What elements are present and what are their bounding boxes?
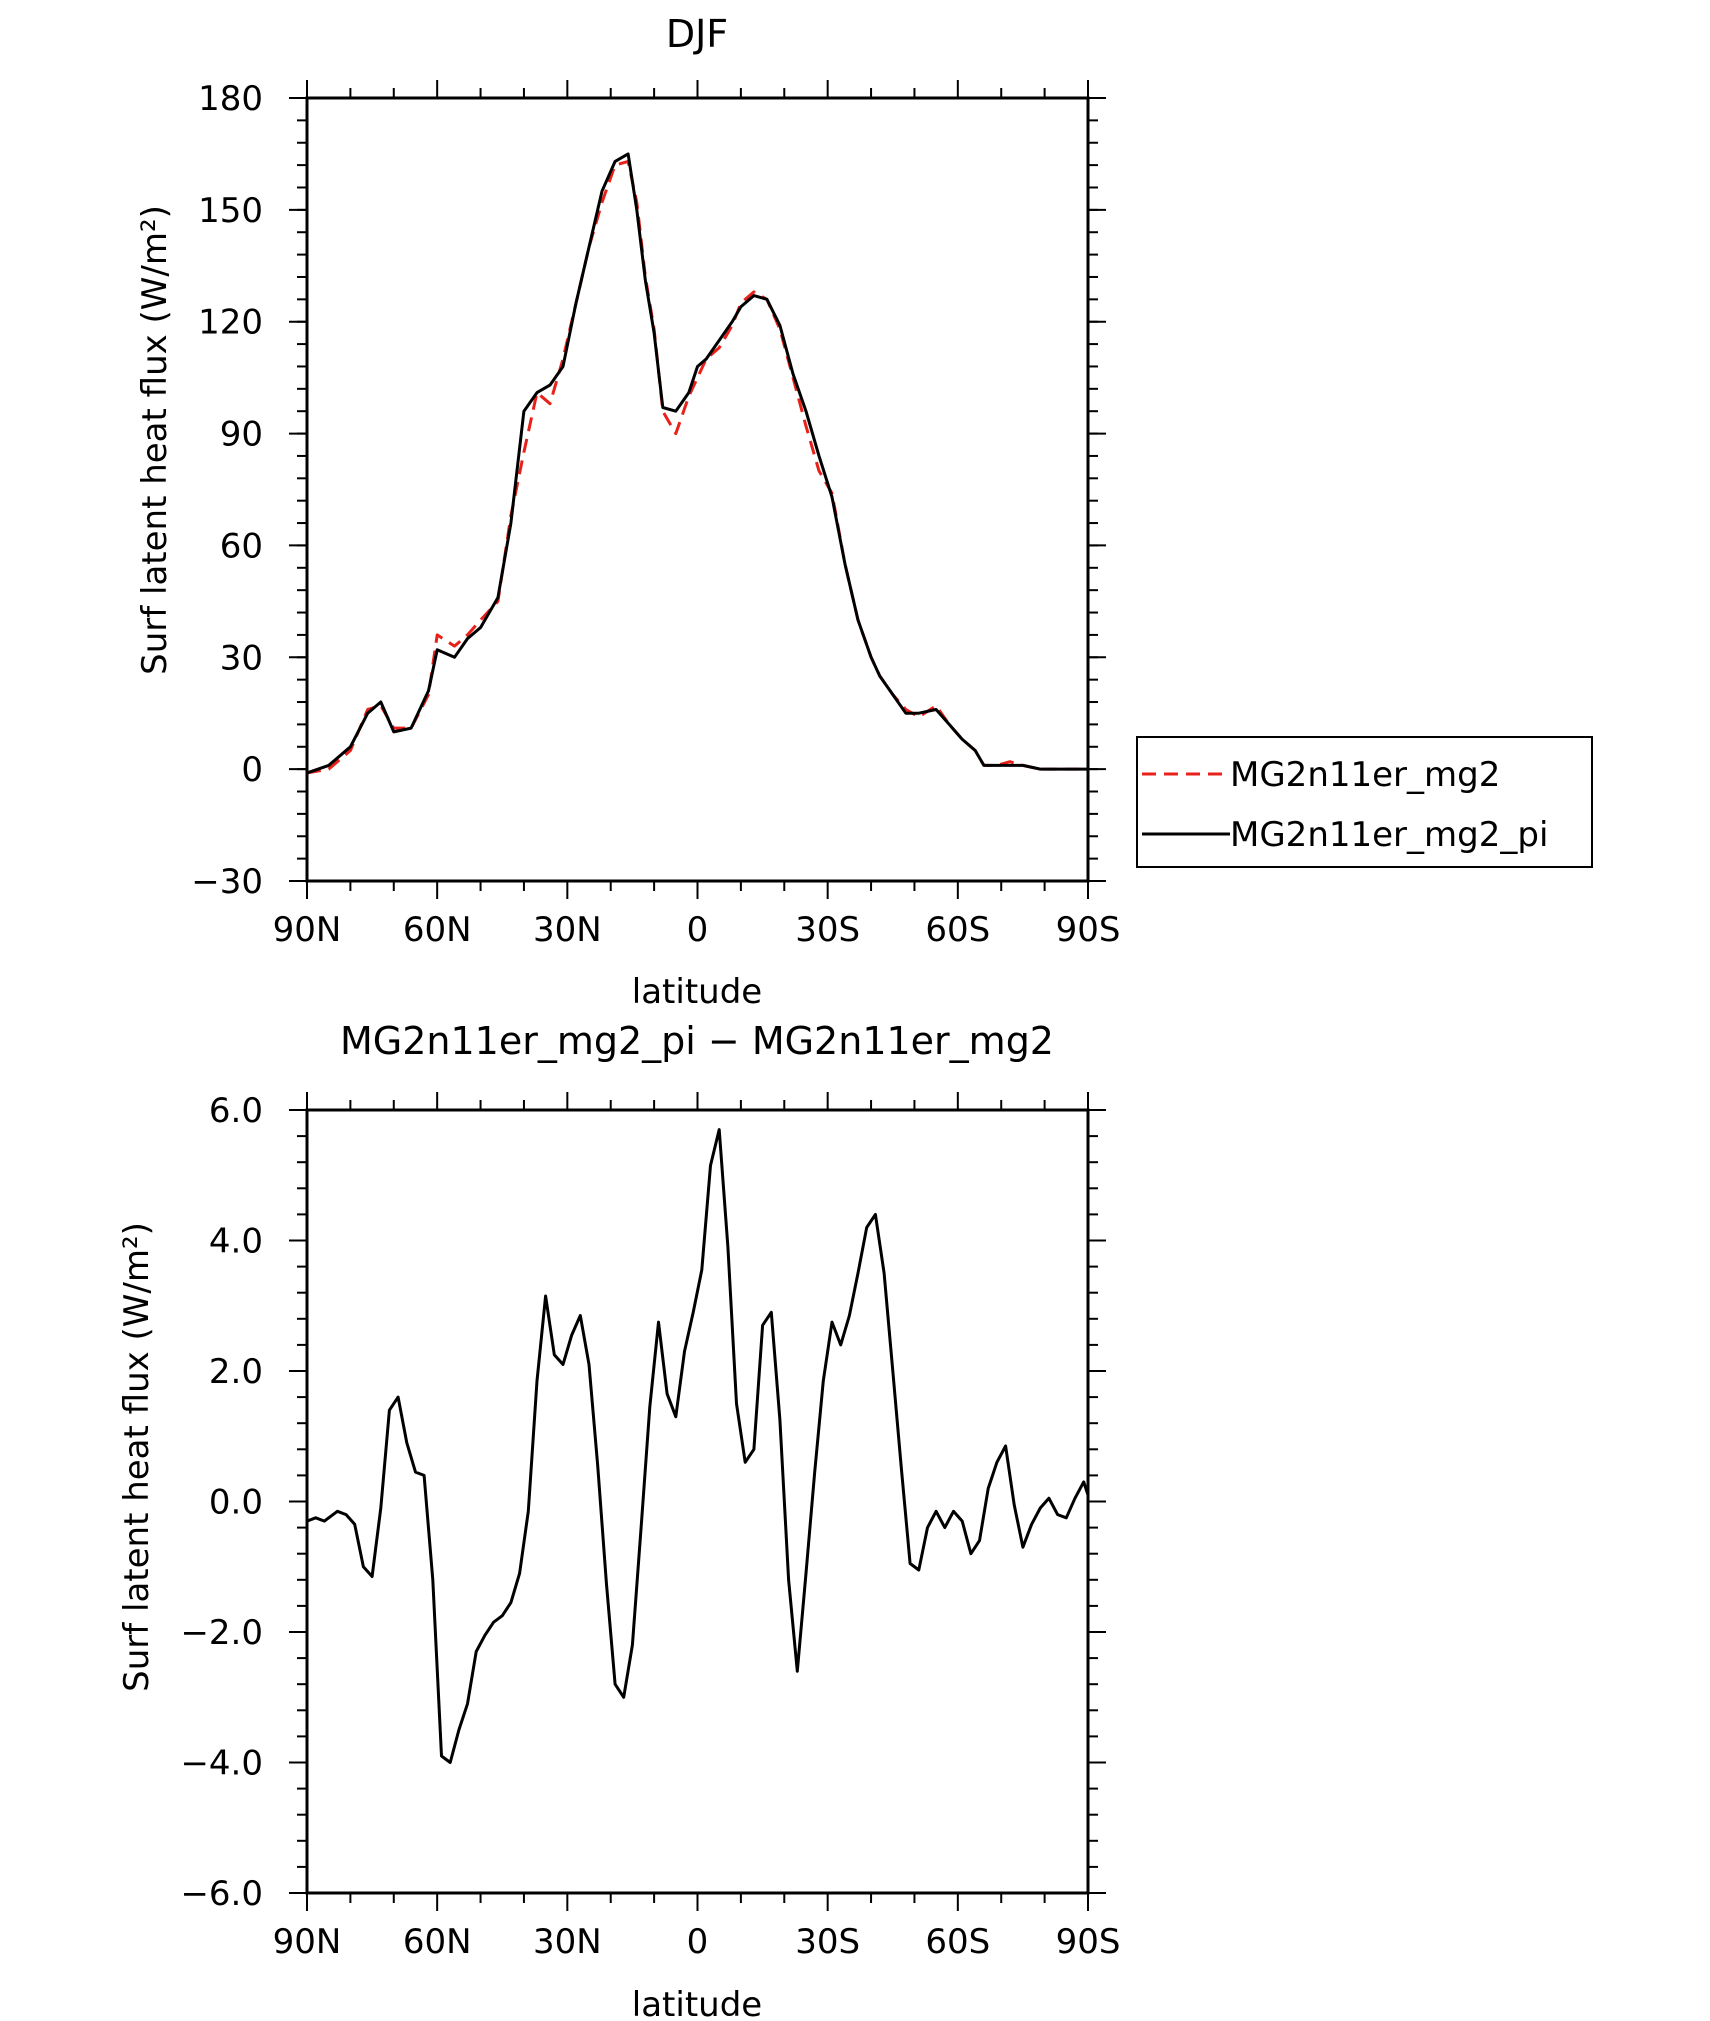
legend-label-mg2-pi: MG2n11er_mg2_pi [1230,815,1548,855]
xtick-label: 30S [795,1922,860,1962]
xtick-label: 30N [533,1922,602,1962]
ytick-label: 0 [241,750,263,790]
panel2-tick-group: 90N 60N 30N 0 30S 60S 90S −6.0 −4.0 −2.0 0.0 2.0 4.0… [180,1091,1120,1962]
legend-box [1136,736,1593,868]
panel1-xlabel: latitude [632,972,762,1012]
panel1-ylabel: Surf latent heat flux (W/m²) [135,205,175,675]
panel-djf: DJF Surf latent heat flux (W/m²) latitud… [135,12,1120,1012]
series-line-mg2n11er-mg2 [306,159,1088,775]
series-line-diff-0 [306,1128,1090,1764]
ytick-label: 150 [198,191,263,231]
legend-label-mg2: MG2n11er_mg2 [1230,755,1500,795]
panel1-lines [306,152,1088,775]
ytick-label: 6.0 [209,1091,263,1131]
ytick-label: −30 [191,862,263,902]
ytick-label: 120 [198,303,263,343]
ytick-label: −2.0 [180,1613,263,1653]
panel1-tick-group: 90N 60N 30N 0 30S 60S 90S −30 0 30 60 90 120 150 180 [191,79,1120,950]
xtick-label: 90S [1056,910,1121,950]
ytick-label: −4.0 [180,1744,263,1784]
panel2-xlabel: latitude [632,1985,762,2021]
panel-difference: MG2n11er_mg2_pi − MG2n11er_mg2 Surf late… [117,1019,1120,2021]
legend: MG2n11er_mg2 MG2n11er_mg2_pi [1136,736,1593,868]
xtick-label: 60S [925,910,990,950]
panel2-frame [305,1108,1090,1895]
panel2-lines [306,1128,1090,1764]
xtick-label: 0 [687,910,709,950]
ytick-label: 0.0 [209,1483,263,1523]
xtick-label: 90N [273,910,342,950]
panel1-title: DJF [666,12,728,56]
xtick-label: 60S [925,1922,990,1962]
panel1-frame [305,96,1090,883]
ytick-label: −6.0 [180,1874,263,1914]
xtick-label: 0 [687,1922,709,1962]
panel2-title: MG2n11er_mg2_pi − MG2n11er_mg2 [340,1019,1054,1063]
ytick-label: 4.0 [209,1222,263,1262]
xtick-label: 30S [795,910,860,950]
xtick-label: 60N [403,1922,472,1962]
xtick-label: 90N [273,1922,342,1962]
xtick-label: 60N [403,910,472,950]
ytick-label: 2.0 [209,1352,263,1392]
ytick-label: 60 [220,526,263,566]
xtick-label: 30N [533,910,602,950]
series-line-mg2n11er-mg2-pi [306,152,1088,775]
ytick-label: 180 [198,79,263,119]
ytick-label: 90 [220,415,263,455]
xtick-label: 90S [1056,1922,1121,1962]
panel2-ylabel: Surf latent heat flux (W/m²) [117,1222,157,1692]
ytick-label: 30 [220,638,263,678]
